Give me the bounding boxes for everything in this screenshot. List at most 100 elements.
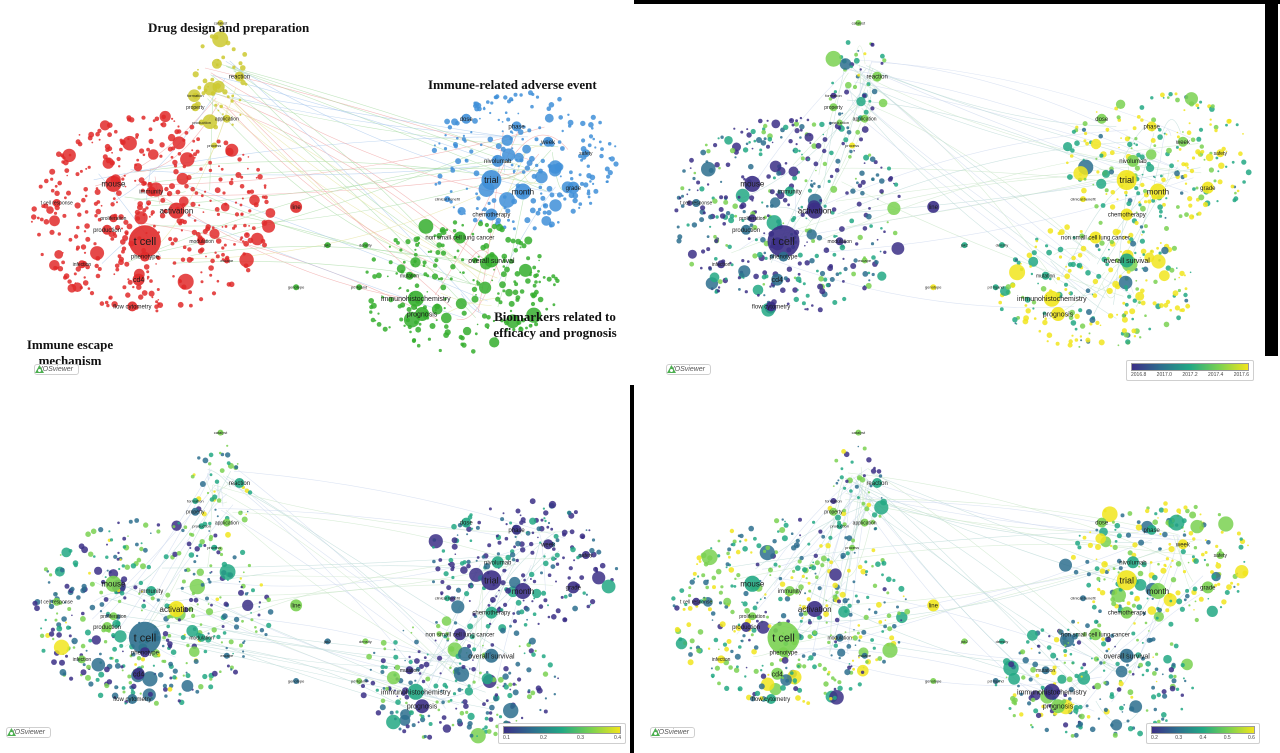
- network-node: [707, 607, 712, 612]
- network-node: [790, 119, 792, 122]
- network-node: [1167, 96, 1170, 99]
- network-node: [1234, 191, 1237, 195]
- keyword-node: [543, 539, 554, 550]
- network-node: [1027, 701, 1032, 706]
- network-node: [81, 611, 85, 616]
- network-node: [225, 646, 228, 650]
- network-node: [121, 564, 126, 568]
- network-node: [31, 206, 37, 212]
- network-node: [180, 152, 195, 167]
- network-node: [364, 678, 368, 682]
- network-node: [1075, 725, 1079, 728]
- network-node: [746, 128, 749, 131]
- network-node: [1173, 643, 1179, 649]
- network-node: [696, 180, 701, 185]
- network-node: [416, 343, 421, 348]
- network-node: [747, 260, 750, 263]
- network-node: [720, 585, 724, 589]
- network-node: [1112, 280, 1120, 288]
- network-node: [795, 695, 801, 701]
- network-link: [509, 134, 569, 162]
- network-node: [534, 322, 539, 327]
- network-node: [691, 222, 698, 228]
- network-node: [121, 246, 127, 251]
- network-node: [1082, 632, 1087, 637]
- network-node: [806, 307, 809, 311]
- network-node: [904, 598, 907, 601]
- network-node: [1140, 205, 1146, 212]
- network-node: [440, 580, 445, 584]
- network-node: [438, 142, 441, 145]
- network-node: [841, 112, 844, 115]
- network-node: [1126, 201, 1132, 207]
- network-node: [85, 674, 91, 681]
- network-node: [517, 112, 520, 115]
- network-node: [197, 456, 201, 460]
- network-node: [169, 683, 174, 688]
- network-node: [503, 666, 509, 672]
- network-node: [706, 247, 711, 252]
- network-node: [211, 291, 217, 296]
- keyword-label: safety: [579, 151, 593, 157]
- network-link: [213, 99, 486, 286]
- network-node: [710, 547, 713, 550]
- network-node: [73, 234, 79, 239]
- network-node: [1140, 288, 1145, 294]
- network-node: [831, 207, 837, 212]
- network-node: [1134, 220, 1139, 226]
- network-node: [785, 666, 788, 670]
- keyword-node: [407, 290, 424, 307]
- network-node: [1217, 170, 1220, 173]
- network-node: [155, 300, 159, 304]
- network-node: [540, 192, 543, 195]
- network-node: [223, 243, 227, 247]
- network-node: [789, 652, 792, 655]
- network-node: [1085, 288, 1091, 294]
- keyword-label: production: [830, 524, 849, 529]
- keyword-node: [1096, 517, 1107, 528]
- network-node: [1101, 256, 1108, 263]
- network-node: [688, 652, 693, 657]
- network-node: [1151, 685, 1155, 690]
- network-node: [762, 127, 766, 131]
- network-node: [1123, 704, 1126, 706]
- network-node: [548, 164, 562, 177]
- network-node: [839, 475, 844, 480]
- network-node: [807, 634, 813, 639]
- network-node: [184, 131, 189, 135]
- network-node: [793, 686, 799, 692]
- network-node: [742, 634, 746, 638]
- network-node: [54, 190, 60, 196]
- network-node: [693, 577, 696, 580]
- keyword-label: non small cell lung cancer: [1061, 236, 1130, 242]
- network-node: [1082, 535, 1087, 540]
- network-node: [1180, 308, 1185, 313]
- network-node: [217, 59, 220, 61]
- network-node: [532, 579, 537, 584]
- network-node: [80, 616, 86, 622]
- network-node: [710, 611, 716, 616]
- network-node: [216, 139, 221, 144]
- network-node: [1140, 248, 1147, 255]
- network-node: [717, 289, 720, 293]
- network-node: [393, 640, 398, 645]
- network-node: [1032, 661, 1039, 668]
- network-node: [1067, 262, 1073, 267]
- network-node: [225, 147, 234, 156]
- network-node: [864, 560, 868, 564]
- network-node: [504, 536, 509, 541]
- network-node: [1139, 336, 1142, 339]
- network-node: [745, 142, 749, 146]
- network-node: [519, 263, 532, 277]
- network-node: [807, 659, 809, 661]
- network-node: [487, 201, 491, 205]
- network-node: [194, 546, 200, 552]
- network-node: [1112, 544, 1118, 550]
- network-node: [451, 543, 458, 550]
- network-node: [99, 120, 111, 131]
- network-node: [556, 192, 563, 198]
- network-node: [878, 620, 883, 624]
- network-node: [1012, 714, 1016, 718]
- network-node: [570, 208, 576, 214]
- network-node: [86, 664, 91, 670]
